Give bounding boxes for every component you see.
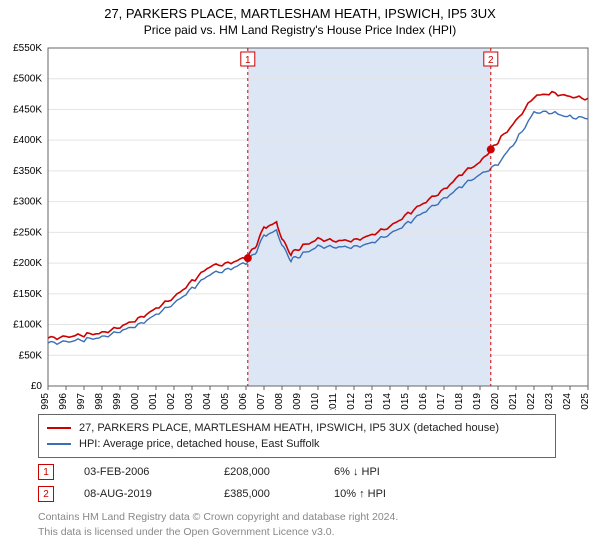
svg-text:2015: 2015 [400, 393, 411, 410]
svg-text:2013: 2013 [364, 393, 375, 410]
svg-text:£350K: £350K [13, 166, 42, 177]
svg-text:£50K: £50K [19, 350, 43, 361]
svg-text:2000: 2000 [130, 393, 141, 410]
svg-text:2018: 2018 [454, 393, 465, 410]
svg-text:£250K: £250K [13, 227, 42, 238]
svg-text:£150K: £150K [13, 289, 42, 300]
svg-text:1: 1 [245, 55, 251, 66]
svg-text:2007: 2007 [256, 393, 267, 410]
legend-row-1: HPI: Average price, detached house, East… [47, 436, 547, 452]
svg-text:2008: 2008 [274, 393, 285, 410]
legend-swatch-0 [47, 427, 71, 429]
svg-text:2003: 2003 [184, 393, 195, 410]
sale-row-1: 1 03-FEB-2006 £208,000 6% ↓ HPI [38, 462, 424, 482]
svg-text:£450K: £450K [13, 104, 42, 115]
svg-text:2024: 2024 [562, 393, 573, 410]
svg-text:2014: 2014 [382, 393, 393, 410]
svg-text:£400K: £400K [13, 135, 42, 146]
svg-text:1999: 1999 [112, 393, 123, 410]
svg-text:£100K: £100K [13, 320, 42, 331]
sale-date-2: 08-AUG-2019 [84, 488, 194, 500]
legend-text-1: HPI: Average price, detached house, East… [79, 438, 320, 450]
sale-price-2: £385,000 [224, 488, 304, 500]
svg-text:2010: 2010 [310, 393, 321, 410]
sale-date-1: 03-FEB-2006 [84, 466, 194, 478]
svg-text:2025: 2025 [580, 393, 591, 410]
svg-text:£550K: £550K [13, 43, 42, 54]
svg-text:£200K: £200K [13, 258, 42, 269]
svg-text:1998: 1998 [94, 393, 105, 410]
svg-text:2022: 2022 [526, 393, 537, 410]
footer-line2: This data is licensed under the Open Gov… [38, 525, 398, 540]
svg-text:2005: 2005 [220, 393, 231, 410]
legend-swatch-1 [47, 443, 71, 445]
svg-text:2002: 2002 [166, 393, 177, 410]
sale-price-1: £208,000 [224, 466, 304, 478]
legend: 27, PARKERS PLACE, MARTLESHAM HEATH, IPS… [38, 414, 556, 458]
sale-marker-1: 1 [38, 464, 54, 480]
footer-line1: Contains HM Land Registry data © Crown c… [38, 510, 398, 525]
legend-row-0: 27, PARKERS PLACE, MARTLESHAM HEATH, IPS… [47, 420, 547, 436]
svg-text:2004: 2004 [202, 393, 213, 410]
svg-text:1996: 1996 [58, 393, 69, 410]
sales-table: 1 03-FEB-2006 £208,000 6% ↓ HPI 2 08-AUG… [38, 460, 424, 504]
sale-pct-1: 6% ↓ HPI [334, 466, 424, 478]
svg-text:2001: 2001 [148, 393, 159, 410]
svg-text:2: 2 [488, 55, 494, 66]
svg-text:1995: 1995 [40, 393, 51, 410]
svg-text:2019: 2019 [472, 393, 483, 410]
svg-text:1997: 1997 [76, 393, 87, 410]
sale-row-2: 2 08-AUG-2019 £385,000 10% ↑ HPI [38, 484, 424, 504]
svg-text:2016: 2016 [418, 393, 429, 410]
svg-text:2023: 2023 [544, 393, 555, 410]
svg-text:2012: 2012 [346, 393, 357, 410]
svg-text:2017: 2017 [436, 393, 447, 410]
sale-marker-2: 2 [38, 486, 54, 502]
legend-text-0: 27, PARKERS PLACE, MARTLESHAM HEATH, IPS… [79, 422, 499, 434]
svg-text:£500K: £500K [13, 74, 42, 85]
svg-text:2006: 2006 [238, 393, 249, 410]
footer: Contains HM Land Registry data © Crown c… [38, 510, 398, 539]
svg-text:2020: 2020 [490, 393, 501, 410]
title-line1: 27, PARKERS PLACE, MARTLESHAM HEATH, IPS… [0, 6, 600, 21]
title-block: 27, PARKERS PLACE, MARTLESHAM HEATH, IPS… [0, 0, 600, 37]
svg-text:2021: 2021 [508, 393, 519, 410]
svg-text:£0: £0 [31, 381, 43, 392]
svg-text:£300K: £300K [13, 197, 42, 208]
svg-text:2011: 2011 [328, 393, 339, 410]
svg-text:2009: 2009 [292, 393, 303, 410]
title-line2: Price paid vs. HM Land Registry's House … [0, 23, 600, 37]
sale-pct-2: 10% ↑ HPI [334, 488, 424, 500]
price-chart: £0 £50K £100K £150K £200K £250K £300K £350K £400… [0, 40, 600, 410]
